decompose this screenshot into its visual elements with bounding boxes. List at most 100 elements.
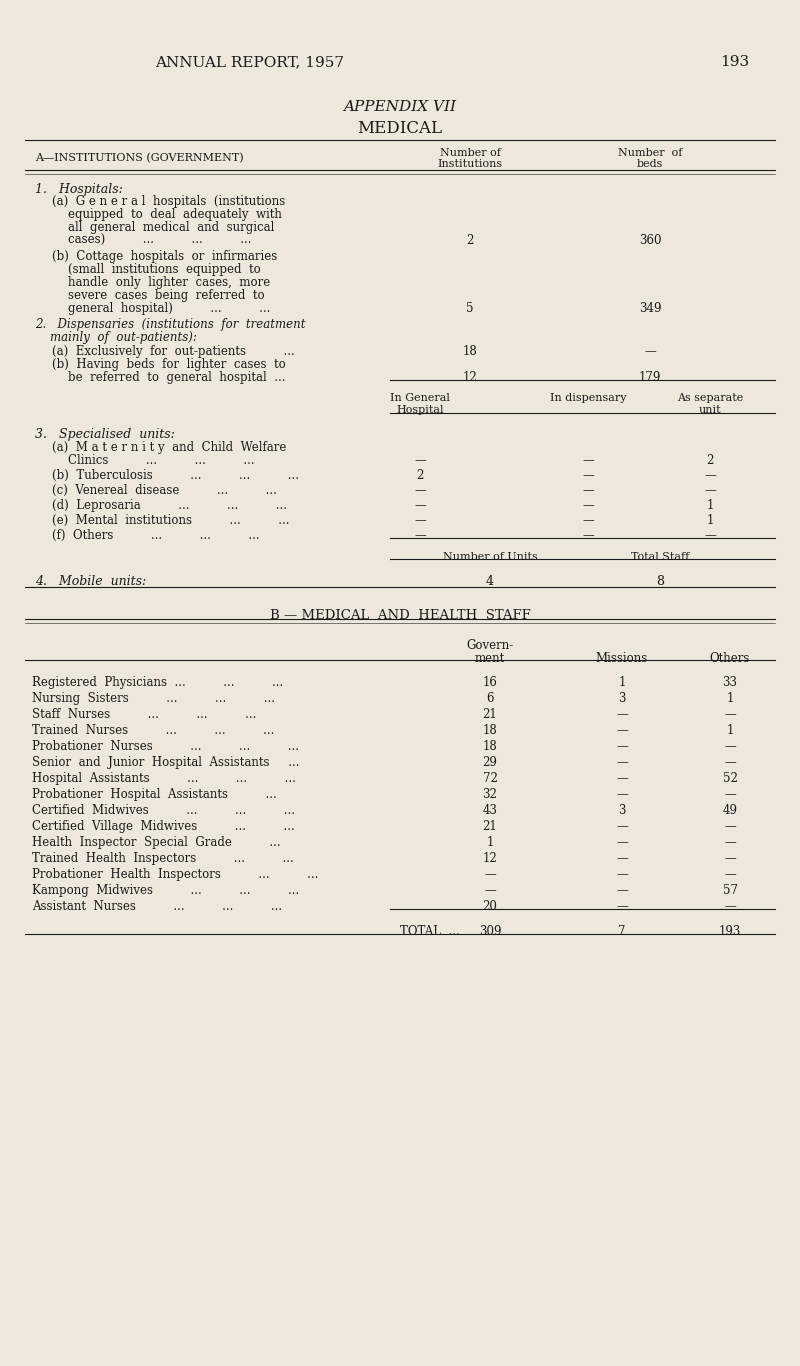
Text: —: — xyxy=(616,867,628,881)
Text: 20: 20 xyxy=(482,900,498,912)
Text: Missions: Missions xyxy=(596,652,648,665)
Text: —: — xyxy=(724,755,736,769)
Text: 12: 12 xyxy=(462,372,478,384)
Text: 72: 72 xyxy=(482,772,498,785)
Text: 49: 49 xyxy=(722,805,738,817)
Text: (b)  Cottage  hospitals  or  infirmaries: (b) Cottage hospitals or infirmaries xyxy=(52,250,278,264)
Text: —: — xyxy=(616,884,628,897)
Text: 18: 18 xyxy=(462,346,478,358)
Text: Number  of: Number of xyxy=(618,148,682,158)
Text: unit: unit xyxy=(698,404,722,415)
Text: Probationer  Health  Inspectors          ...          ...: Probationer Health Inspectors ... ... xyxy=(32,867,318,881)
Text: 18: 18 xyxy=(482,724,498,738)
Text: Trained  Health  Inspectors          ...          ...: Trained Health Inspectors ... ... xyxy=(32,852,294,865)
Text: —: — xyxy=(724,852,736,865)
Text: (a)  M a t e r n i t y  and  Child  Welfare: (a) M a t e r n i t y and Child Welfare xyxy=(52,441,286,454)
Text: 57: 57 xyxy=(722,884,738,897)
Text: —: — xyxy=(616,852,628,865)
Text: 4: 4 xyxy=(486,575,494,587)
Text: mainly  of  out-patients):: mainly of out-patients): xyxy=(50,331,197,344)
Text: 360: 360 xyxy=(638,234,662,247)
Text: 12: 12 xyxy=(482,852,498,865)
Text: —: — xyxy=(724,867,736,881)
Text: —: — xyxy=(616,788,628,800)
Text: 2.   Dispensaries  (institutions  for  treatment: 2. Dispensaries (institutions for treatm… xyxy=(35,318,306,331)
Text: Clinics          ...          ...          ...: Clinics ... ... ... xyxy=(68,454,254,467)
Text: —: — xyxy=(724,708,736,721)
Text: —: — xyxy=(616,724,628,738)
Text: —: — xyxy=(616,755,628,769)
Text: Probationer  Hospital  Assistants          ...: Probationer Hospital Assistants ... xyxy=(32,788,277,800)
Text: 1: 1 xyxy=(726,693,734,705)
Text: —: — xyxy=(484,867,496,881)
Text: —: — xyxy=(616,820,628,833)
Text: —: — xyxy=(414,529,426,542)
Text: (small  institutions  equipped  to: (small institutions equipped to xyxy=(68,264,261,276)
Text: (b)  Having  beds  for  lighter  cases  to: (b) Having beds for lighter cases to xyxy=(52,358,286,372)
Text: As separate: As separate xyxy=(677,393,743,403)
Text: 33: 33 xyxy=(722,676,738,688)
Text: —: — xyxy=(704,469,716,482)
Text: —: — xyxy=(616,900,628,912)
Text: 2: 2 xyxy=(706,454,714,467)
Text: —: — xyxy=(414,484,426,497)
Text: In dispensary: In dispensary xyxy=(550,393,626,403)
Text: —: — xyxy=(724,900,736,912)
Text: —: — xyxy=(414,514,426,527)
Text: Number of: Number of xyxy=(439,148,501,158)
Text: (a)  Exclusively  for  out-patients          ...: (a) Exclusively for out-patients ... xyxy=(52,346,294,358)
Text: severe  cases  being  referred  to: severe cases being referred to xyxy=(68,290,265,302)
Text: equipped  to  deal  adequately  with: equipped to deal adequately with xyxy=(68,208,282,221)
Text: 1: 1 xyxy=(726,724,734,738)
Text: Nursing  Sisters          ...          ...          ...: Nursing Sisters ... ... ... xyxy=(32,693,275,705)
Text: 16: 16 xyxy=(482,676,498,688)
Text: (f)  Others          ...          ...          ...: (f) Others ... ... ... xyxy=(52,529,260,542)
Text: be  referred  to  general  hospital  ...: be referred to general hospital ... xyxy=(68,372,286,384)
Text: 3: 3 xyxy=(618,805,626,817)
Text: 1.   Hospitals:: 1. Hospitals: xyxy=(35,183,123,195)
Text: (a)  G e n e r a l  hospitals  (institutions: (a) G e n e r a l hospitals (institution… xyxy=(52,195,286,208)
Text: 3.   Specialised  units:: 3. Specialised units: xyxy=(35,428,175,441)
Text: 179: 179 xyxy=(639,372,661,384)
Text: 1: 1 xyxy=(618,676,626,688)
Text: 349: 349 xyxy=(638,302,662,316)
Text: —: — xyxy=(616,740,628,753)
Text: —: — xyxy=(582,484,594,497)
Text: —: — xyxy=(582,454,594,467)
Text: ment: ment xyxy=(475,652,505,665)
Text: TOTAL  ...: TOTAL ... xyxy=(400,925,460,938)
Text: 1: 1 xyxy=(706,499,714,512)
Text: Total Staff: Total Staff xyxy=(631,552,689,561)
Text: —: — xyxy=(644,346,656,358)
Text: Assistant  Nurses          ...          ...          ...: Assistant Nurses ... ... ... xyxy=(32,900,282,912)
Text: all  general  medical  and  surgical: all general medical and surgical xyxy=(68,221,274,234)
Text: 32: 32 xyxy=(482,788,498,800)
Text: Kampong  Midwives          ...          ...          ...: Kampong Midwives ... ... ... xyxy=(32,884,299,897)
Text: (d)  Leprosaria          ...          ...          ...: (d) Leprosaria ... ... ... xyxy=(52,499,287,512)
Text: 193: 193 xyxy=(719,925,741,938)
Text: In General: In General xyxy=(390,393,450,403)
Text: handle  only  lighter  cases,  more: handle only lighter cases, more xyxy=(68,276,270,290)
Text: cases)          ...          ...          ...: cases) ... ... ... xyxy=(68,234,251,247)
Text: —: — xyxy=(582,469,594,482)
Text: MEDICAL: MEDICAL xyxy=(358,120,442,137)
Text: (e)  Mental  institutions          ...          ...: (e) Mental institutions ... ... xyxy=(52,514,290,527)
Text: 3: 3 xyxy=(618,693,626,705)
Text: 6: 6 xyxy=(486,693,494,705)
Text: —: — xyxy=(616,708,628,721)
Text: 52: 52 xyxy=(722,772,738,785)
Text: 5: 5 xyxy=(466,302,474,316)
Text: Staff  Nurses          ...          ...          ...: Staff Nurses ... ... ... xyxy=(32,708,256,721)
Text: —: — xyxy=(582,514,594,527)
Text: 309: 309 xyxy=(478,925,502,938)
Text: APPENDIX VII: APPENDIX VII xyxy=(343,100,457,113)
Text: —: — xyxy=(582,499,594,512)
Text: Hospital: Hospital xyxy=(396,404,444,415)
Text: 21: 21 xyxy=(482,820,498,833)
Text: (b)  Tuberculosis          ...          ...          ...: (b) Tuberculosis ... ... ... xyxy=(52,469,299,482)
Text: ANNUAL REPORT, 1957: ANNUAL REPORT, 1957 xyxy=(155,55,344,70)
Text: general  hospital)          ...          ...: general hospital) ... ... xyxy=(68,302,270,316)
Text: 1: 1 xyxy=(486,836,494,850)
Text: 4.   Mobile  units:: 4. Mobile units: xyxy=(35,575,146,587)
Text: —: — xyxy=(414,499,426,512)
